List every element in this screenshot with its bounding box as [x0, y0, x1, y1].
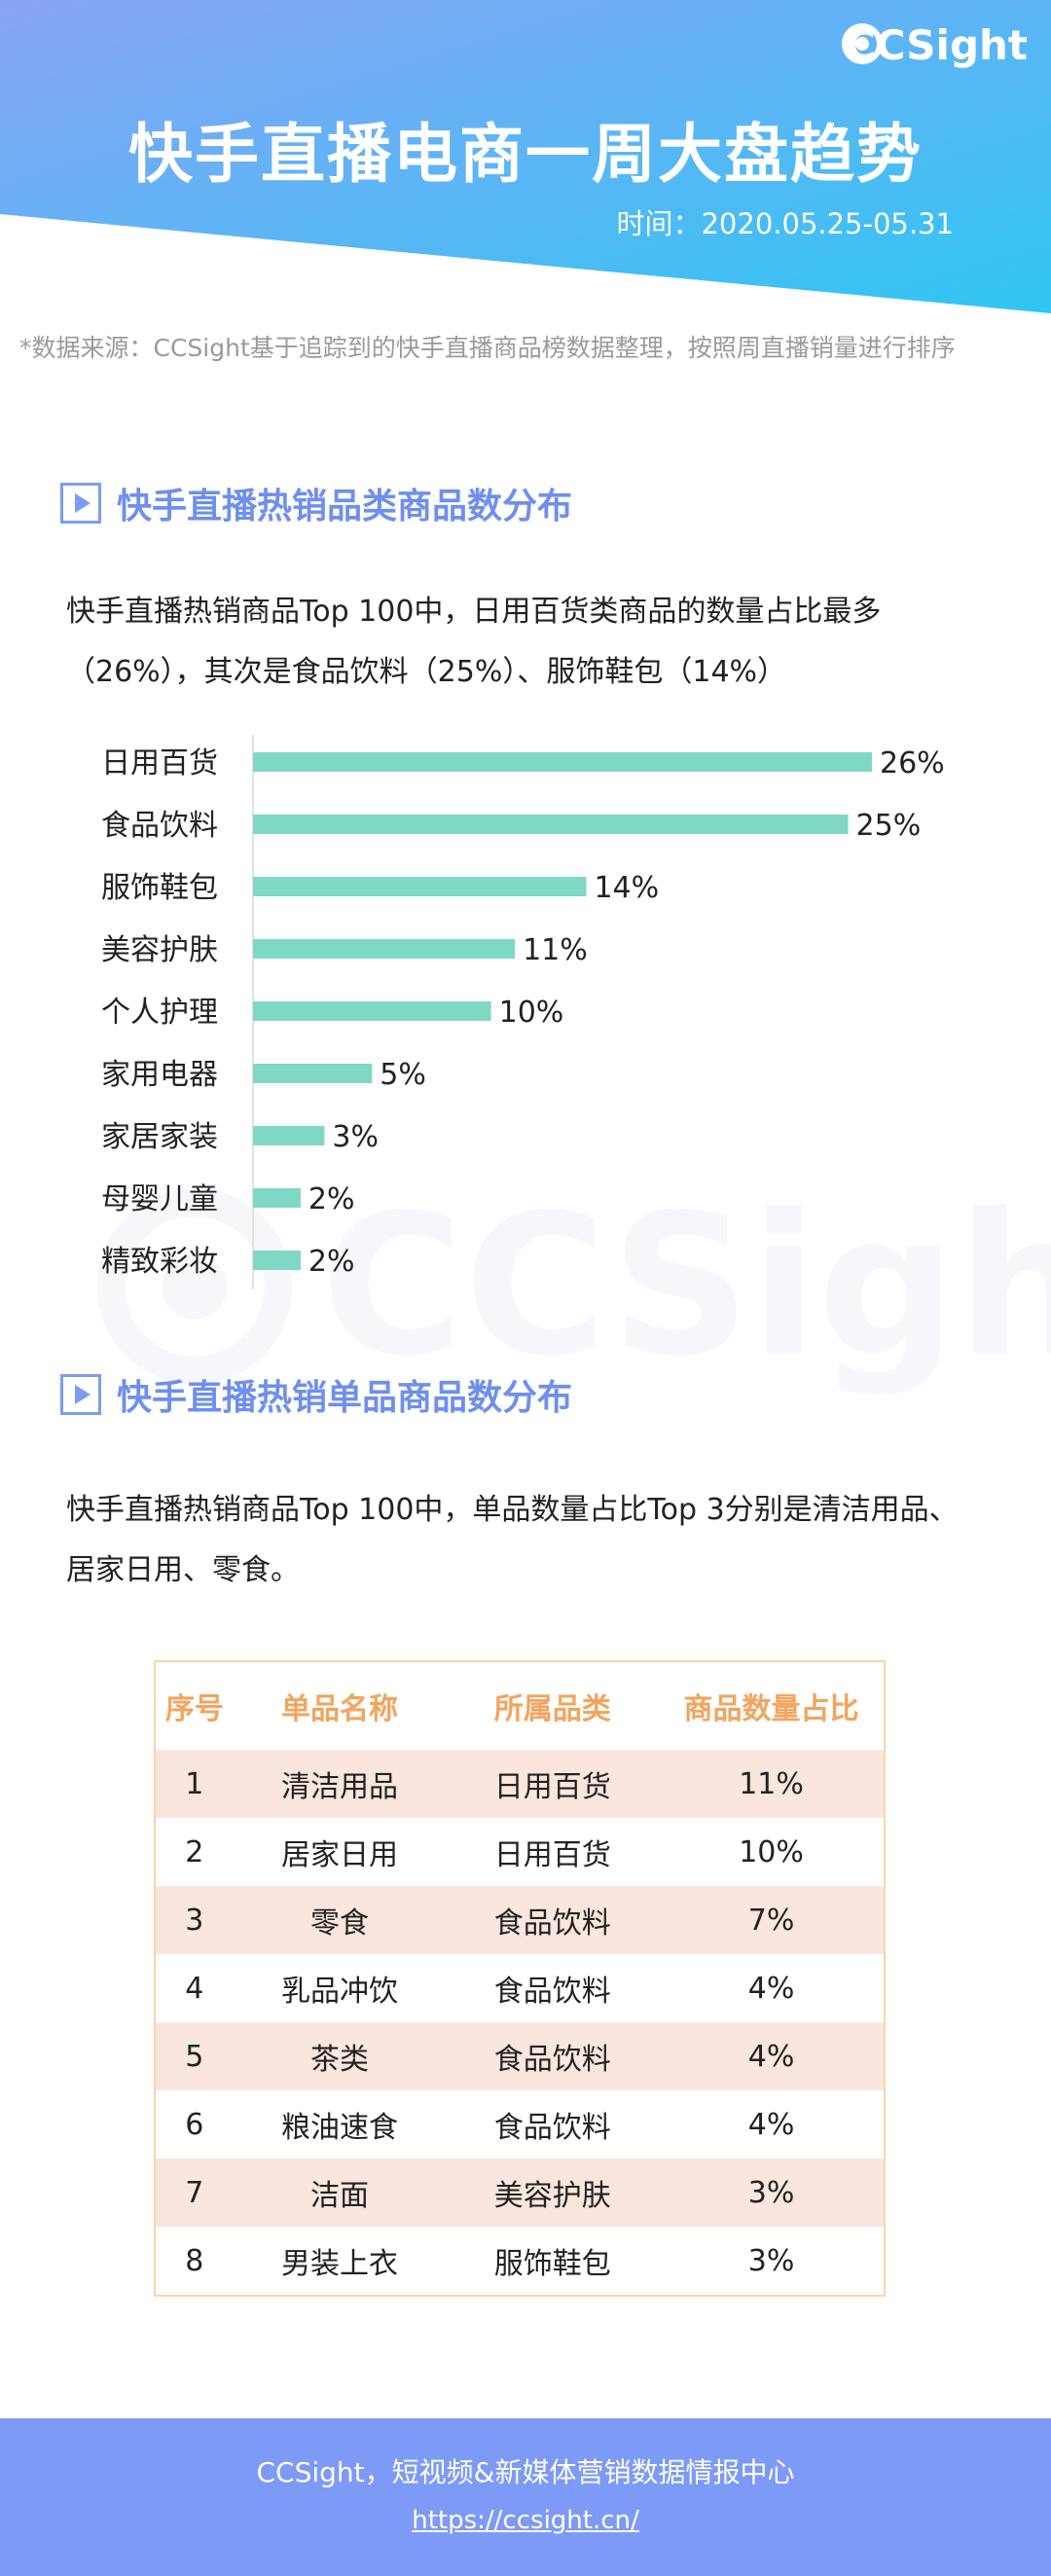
category-label: 母婴儿童 [101, 1182, 218, 1216]
section1-description-line: （26%），其次是食品饮料（25%）、服饰鞋包（14%） [66, 655, 787, 689]
table-row: 4 乳品冲饮 食品饮料 4% [156, 1954, 884, 2022]
cell-item: 洁面 [233, 2159, 447, 2227]
table-row: 3 零食 食品饮料 7% [156, 1886, 884, 1954]
section-title-text: 快手直播热销单品商品数分布 [117, 1378, 573, 1418]
brand-logo: CCSight [840, 21, 1028, 69]
date-range: 时间：2020.05.25-05.31 [616, 207, 954, 240]
category-label: 精致彩妆 [101, 1245, 218, 1279]
cell-rank: 6 [185, 2107, 204, 2142]
cell-item: 男装上衣 [281, 2247, 399, 2281]
cell-rank: 1 [156, 1750, 234, 1818]
cell-category: 食品饮料 [493, 1975, 611, 2009]
cell-share: 7% [659, 1886, 884, 1954]
section1-description: 快手直播热销商品Top 100中，日用百货类商品的数量占比最多 （26%），其次… [66, 582, 1000, 703]
cell-item: 茶类 [233, 2022, 447, 2090]
category-label: 美容护肤 [101, 933, 218, 967]
value-label: 3% [332, 1120, 379, 1154]
cell-category: 美容护肤 [446, 2159, 660, 2227]
cell-rank: 4 [185, 1971, 204, 2006]
section-title-item: 快手直播热销单品商品数分布 [60, 1369, 572, 1420]
cell-item: 粮油速食 [281, 2111, 399, 2145]
value-label: 2% [308, 1182, 355, 1216]
column-header-category: 所属品类 [493, 1692, 611, 1726]
bar [253, 1188, 301, 1208]
category-bar-chart: 日用百货 26% 食品饮料 25% 服饰鞋包 14% 美容护肤 11% 个人护理 10% 家用电器 5… [101, 735, 945, 1289]
footer-tagline: CCSight，短视频&新媒体营销数据情报中心 [256, 2456, 795, 2488]
cell-item: 居家日用 [281, 1838, 399, 1872]
header-banner: CCSight 快手直播电商一周大盘趋势 时间：2020.05.25-05.31 [0, 0, 1051, 321]
cell-category: 日用百货 [446, 1750, 660, 1818]
value-label: 25% [856, 809, 922, 843]
column-header-rank: 序号 [164, 1692, 224, 1726]
section2-description: 快手直播热销商品Top 100中，单品数量占比Top 3分别是清洁用品、 居家日… [66, 1480, 1000, 1601]
table-header-row: 序号 单品名称 所属品类 商品数量占比 [156, 1662, 884, 1750]
bar [253, 1001, 491, 1021]
cell-share: 11% [659, 1750, 884, 1818]
value-label: 5% [380, 1058, 426, 1092]
cell-category: 日用百货 [493, 1838, 611, 1872]
column-header-item: 单品名称 [281, 1692, 399, 1726]
table-row: 7 洁面 美容护肤 3% [156, 2159, 884, 2227]
value-label: 2% [308, 1245, 355, 1279]
section1-description-line: 快手直播热销商品Top 100中，日用百货类商品的数量占比最多 [66, 595, 882, 629]
table-row: 6 粮油速食 食品饮料 4% [156, 2090, 884, 2159]
footer-link[interactable]: https://ccsight.cn/ [412, 2506, 639, 2535]
cell-share: 4% [747, 2107, 795, 2142]
cell-category: 服饰鞋包 [493, 2247, 611, 2281]
bar [253, 1064, 373, 1083]
table-row: 8 男装上衣 服饰鞋包 3% [156, 2227, 884, 2295]
cell-share: 4% [747, 1971, 795, 2006]
section-title-text: 快手直播热销品类商品数分布 [117, 487, 573, 526]
cell-share: 3% [659, 2159, 884, 2227]
cell-share: 10% [739, 1834, 804, 1869]
cell-item: 零食 [233, 1886, 447, 1954]
header-background [0, 0, 1051, 313]
column-header-share: 商品数量占比 [683, 1692, 859, 1726]
cell-rank: 5 [156, 2022, 234, 2090]
cell-category: 食品饮料 [446, 2022, 660, 2090]
section2-description-line: 居家日用、零食。 [66, 1553, 300, 1587]
cell-share: 4% [659, 2022, 884, 2090]
watermark-logo-icon [96, 1188, 293, 1384]
bar [253, 752, 872, 772]
cell-rank: 2 [185, 1834, 204, 1869]
play-icon [60, 1374, 101, 1415]
table-row: 5 茶类 食品饮料 4% [156, 2022, 884, 2090]
footer: CCSight，短视频&新媒体营销数据情报中心 https://ccsight.… [0, 2418, 1051, 2576]
logo-icon [841, 23, 883, 64]
cell-item: 乳品冲饮 [281, 1975, 399, 2009]
watermark-text: CCSight [321, 1173, 1051, 1399]
category-label: 个人护理 [101, 996, 218, 1030]
cell-rank: 8 [185, 2243, 204, 2278]
category-label: 服饰鞋包 [101, 871, 218, 905]
cell-rank: 7 [156, 2159, 234, 2227]
category-label: 食品饮料 [101, 809, 218, 843]
page-title: 快手直播电商一周大盘趋势 [128, 117, 923, 192]
watermark: CCSight [88, 1173, 1051, 1399]
cell-item: 清洁用品 [233, 1750, 447, 1818]
bar [253, 939, 516, 959]
cell-category: 食品饮料 [446, 1886, 660, 1954]
bar [253, 815, 849, 834]
value-label: 11% [523, 933, 588, 967]
value-label: 10% [499, 996, 564, 1030]
table-row: 2 居家日用 日用百货 10% [156, 1818, 884, 1886]
category-label: 家居家装 [101, 1120, 218, 1154]
bar [253, 877, 587, 896]
section2-description-line: 快手直播热销商品Top 100中，单品数量占比Top 3分别是清洁用品、 [66, 1493, 959, 1527]
item-table: 序号 单品名称 所属品类 商品数量占比 1 清洁用品 日用百货 11% 2 居家日用 日用百… [154, 1660, 886, 2297]
section-title-category: 快手直播热销品类商品数分布 [60, 478, 572, 528]
bar [253, 1251, 301, 1270]
table-row: 1 清洁用品 日用百货 11% [156, 1750, 884, 1818]
data-source-note: *数据来源：CCSight基于追踪到的快手直播商品榜数据整理，按照周直播销量进行… [19, 334, 956, 362]
cell-share: 3% [747, 2243, 795, 2278]
category-label: 家用电器 [101, 1058, 218, 1092]
category-label: 日用百货 [101, 746, 218, 780]
bar [253, 1126, 325, 1145]
play-icon [60, 483, 101, 524]
value-label: 14% [594, 871, 659, 905]
cell-rank: 3 [156, 1886, 234, 1954]
value-label: 26% [880, 746, 945, 780]
cell-category: 食品饮料 [493, 2111, 611, 2145]
